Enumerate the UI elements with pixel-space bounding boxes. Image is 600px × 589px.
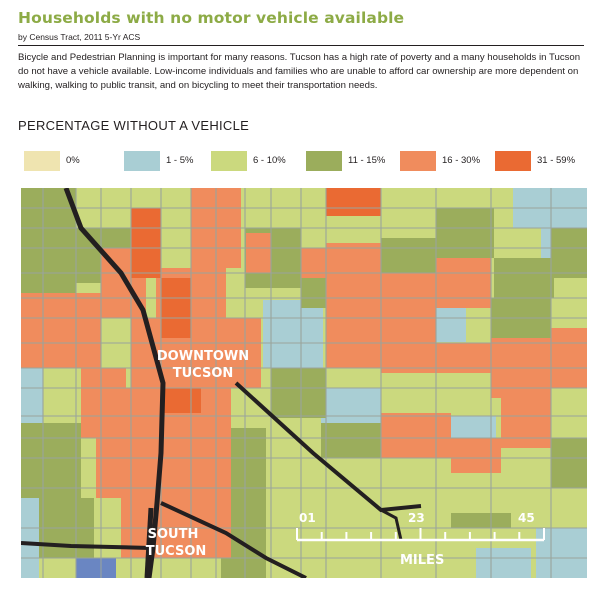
ajo-way (380, 508, 403, 541)
legend-label: 11 - 15% (348, 155, 386, 166)
tract-area (551, 328, 587, 388)
tract-area (476, 548, 531, 578)
legend-label: 6 - 10% (253, 155, 286, 166)
choropleth-map: DOWNTOWN TUCSON SOUTH TUCSON 01 23 45 MI… (21, 188, 587, 578)
legend-swatch (24, 151, 60, 171)
tract-area (161, 388, 201, 413)
downtown-label-line2: TUCSON (173, 366, 234, 381)
legend-label: 31 - 59% (537, 155, 576, 166)
interstate-19 (144, 507, 154, 578)
tract-area (436, 208, 494, 258)
scale-bar: 01 23 45 MILES (296, 511, 545, 568)
legend-title: PERCENTAGE WITHOUT A VEHICLE (18, 118, 250, 133)
tract-area (246, 233, 271, 273)
tract-area (21, 188, 76, 293)
tract-area (321, 423, 381, 463)
tract-area (76, 558, 116, 578)
broadway-road (234, 381, 422, 513)
downtown-label-line1: DOWNTOWN (157, 349, 249, 364)
place-labels: DOWNTOWN TUCSON SOUTH TUCSON (146, 349, 249, 559)
interstate-10 (63, 188, 166, 578)
tract-area (501, 398, 551, 448)
tract-area (131, 208, 161, 278)
scale-tick-label: 01 (299, 511, 316, 525)
legend-label: 0% (66, 155, 80, 166)
tract-area (551, 228, 587, 278)
tract-area (326, 188, 381, 216)
tract-area (381, 238, 436, 273)
legend-label: 1 - 5% (166, 155, 194, 166)
street-grid (21, 188, 587, 578)
tract-area (21, 498, 39, 578)
tract-area (263, 300, 323, 368)
tract-area (326, 243, 381, 368)
tract-area (271, 368, 326, 418)
map-subtitle: by Census Tract, 2011 5-Yr ACS (18, 32, 141, 42)
scale-tick-label: 45 (518, 511, 535, 525)
map-title: Households with no motor vehicle availab… (18, 9, 405, 27)
scale-unit-label: MILES (400, 553, 444, 568)
tract-area (21, 293, 101, 368)
tract-area (381, 273, 436, 343)
legend-swatch (495, 151, 531, 171)
scale-tick-label: 23 (408, 511, 425, 525)
intro-paragraph: Bicycle and Pedestrian Planning is impor… (18, 52, 581, 91)
legend-swatch (211, 151, 247, 171)
tract-area (161, 278, 191, 338)
south-tucson-label-line1: SOUTH (148, 527, 199, 542)
aviation-parkway (160, 501, 307, 578)
tract-area (81, 368, 126, 438)
tract-area (21, 423, 81, 498)
south-tucson-road (21, 541, 152, 550)
title-divider (18, 45, 584, 46)
legend-swatch (306, 151, 342, 171)
major-roads (21, 188, 422, 578)
legend-swatch (400, 151, 436, 171)
tract-area (96, 438, 136, 498)
legend-label: 16 - 30% (442, 155, 481, 166)
tract-area (451, 416, 496, 438)
tract-area (436, 258, 491, 308)
tract-area (551, 438, 587, 488)
legend-swatch (124, 151, 160, 171)
south-tucson-label-line2: TUCSON (146, 544, 207, 559)
tract-area (494, 258, 554, 298)
tract-area (21, 363, 43, 423)
tract-area (321, 388, 381, 423)
map-canvas: DOWNTOWN TUCSON SOUTH TUCSON 01 23 45 MI… (21, 188, 587, 578)
